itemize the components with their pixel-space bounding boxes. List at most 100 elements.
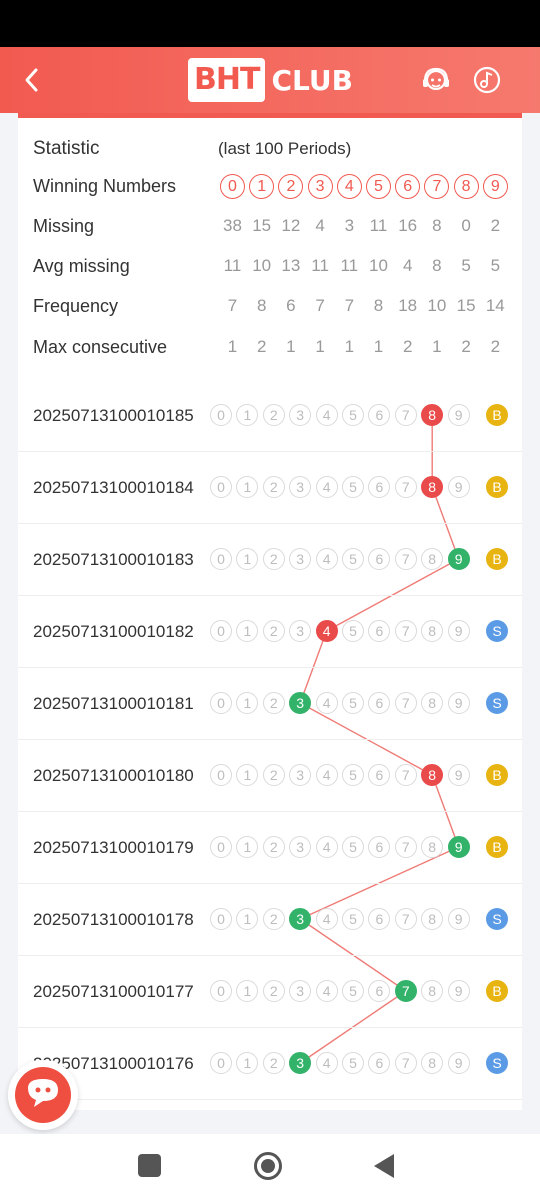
statistic-title: Statistic [33, 138, 100, 159]
number-ball: 4 [315, 836, 338, 858]
number-ball: 5 [342, 1052, 364, 1074]
period-number: 20250713100010181 [33, 694, 194, 713]
number-ball: 0 [210, 764, 232, 786]
number-ball: 2 [262, 836, 285, 858]
number-ball: 5 [342, 836, 364, 858]
number-ball: 6 [368, 620, 391, 642]
stat-label: Frequency [33, 296, 119, 316]
stat-value: 1 [432, 337, 442, 356]
number-ball: 7 [394, 908, 417, 930]
number-ball: 9 [447, 692, 470, 714]
customer-service-button[interactable] [421, 65, 451, 95]
number-ball: 2 [262, 908, 285, 930]
square-icon[interactable] [138, 1154, 161, 1177]
number-ball: 8 [421, 908, 444, 930]
number-ball: 7 [394, 404, 417, 426]
number-ball: 6 [368, 692, 391, 714]
number-ball: 1 [236, 836, 259, 858]
number-ball: 4 [315, 404, 338, 426]
drawn-number-ball: 3 [289, 908, 312, 930]
stat-label: Max consecutive [33, 337, 168, 357]
number-ball: 7 [394, 1052, 417, 1074]
stat-value: 1 [373, 337, 384, 356]
number-ball: 8 [421, 692, 444, 714]
number-ball: 4 [315, 548, 338, 570]
draw-row: 20250713100010180 0 1 2 3 4 5 6 7 8 9 B [18, 740, 522, 812]
winning-number-4: 4 [336, 174, 362, 199]
circle-home-icon[interactable] [254, 1152, 282, 1180]
number-ball: 8 [421, 548, 444, 570]
stat-value: 38 [223, 216, 242, 235]
stat-label: Missing [33, 216, 95, 236]
number-ball: 3 [289, 764, 312, 786]
number-ball: 1 [236, 404, 259, 426]
status-bar [0, 0, 540, 47]
triangle-back-icon[interactable] [374, 1154, 394, 1178]
number-ball: 6 [368, 1052, 391, 1074]
stat-value: 10 [427, 296, 447, 315]
winning-number-6: 6 [395, 174, 421, 199]
number-ball: 1 [236, 476, 259, 498]
statistic-subtitle: (last 100 Periods) [218, 139, 352, 158]
number-ball: 8 [421, 980, 444, 1002]
number-ball: 6 [368, 764, 391, 786]
number-ball: 4 [315, 476, 338, 498]
music-button[interactable] [472, 65, 502, 95]
number-ball: 9 [447, 476, 470, 498]
stat-value: 7 [344, 296, 355, 315]
number-ball: 7 [394, 836, 417, 858]
number-ball: 9 [447, 1052, 470, 1074]
drawn-number-ball: 3 [289, 692, 312, 714]
number-ball: 5 [342, 692, 364, 714]
winning-number-2: 2 [278, 174, 304, 199]
number-ball: 6 [368, 908, 391, 930]
back-button[interactable] [18, 63, 48, 97]
drawn-number-ball: 9 [447, 548, 470, 570]
number-ball: 7 [394, 764, 417, 786]
stat-value: 8 [373, 296, 384, 315]
drawn-number-ball: 8 [421, 404, 444, 426]
number-ball: 8 [421, 1052, 444, 1074]
number-ball: 7 [394, 620, 417, 642]
stat-value: 5 [461, 256, 471, 275]
small-badge: S [486, 908, 508, 930]
period-number: 20250713100010178 [33, 910, 194, 929]
chevron-left-icon [25, 68, 38, 92]
number-ball: 3 [289, 404, 312, 426]
stat-value: 1 [344, 337, 355, 356]
number-ball: 6 [368, 836, 391, 858]
number-ball: 6 [368, 980, 391, 1002]
number-ball: 3 [289, 980, 312, 1002]
chat-button[interactable] [8, 1060, 78, 1130]
logo-text: CLUB [271, 63, 353, 97]
number-ball: 4 [315, 764, 338, 786]
stat-value: 16 [398, 216, 418, 235]
period-number: 20250713100010179 [33, 838, 194, 857]
stat-value: 2 [461, 337, 471, 356]
stat-value: 2 [402, 337, 413, 356]
number-ball: 0 [210, 620, 232, 642]
system-nav-bar [0, 1134, 540, 1200]
stat-value: 4 [315, 216, 325, 235]
stat-value: 1 [286, 337, 296, 356]
stat-value: 3 [344, 216, 355, 235]
number-ball: 8 [421, 836, 444, 858]
number-ball: 4 [315, 692, 338, 714]
period-number: 20250713100010183 [33, 550, 194, 569]
period-number: 20250713100010180 [33, 766, 194, 785]
drawn-number-ball: 9 [447, 836, 470, 858]
number-ball: 9 [447, 404, 470, 426]
draw-row: 20250713100010179 0 1 2 3 4 5 6 7 8 9 B [18, 812, 522, 884]
period-number: 20250713100010177 [33, 982, 194, 1001]
number-ball: 1 [236, 548, 259, 570]
number-ball: 2 [262, 476, 285, 498]
draw-row: 20250713100010178 0 1 2 3 4 5 6 7 8 9 S [18, 884, 522, 956]
logo-box-text: BHT [188, 58, 266, 102]
number-ball: 4 [315, 980, 338, 1002]
number-ball: 1 [236, 692, 259, 714]
stat-values: 7 8 6 7 7 8 18 10 15 14 [218, 291, 514, 321]
drawn-number-ball: 7 [394, 980, 417, 1002]
number-ball: 8 [421, 620, 444, 642]
